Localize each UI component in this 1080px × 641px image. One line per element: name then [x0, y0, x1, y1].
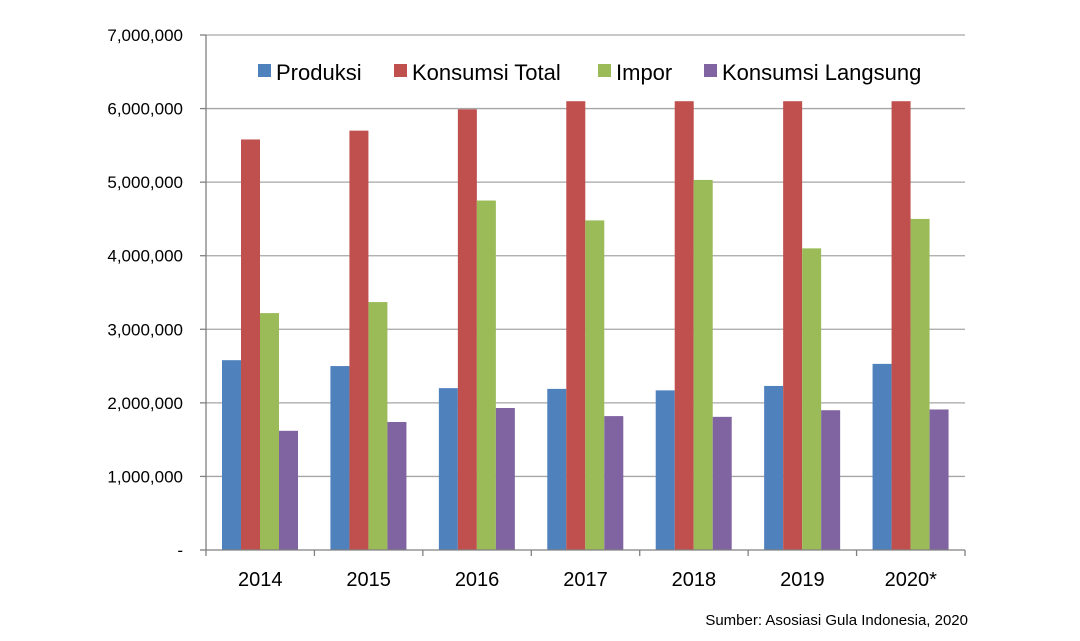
- legend-swatch: [258, 64, 271, 77]
- bar: [655, 390, 675, 550]
- x-tick-label: 2017: [563, 569, 608, 591]
- bar: [929, 409, 949, 550]
- bar: [693, 179, 713, 550]
- bar: [604, 416, 624, 550]
- legend-label: Impor: [616, 60, 672, 85]
- legend-label: Konsumsi Langsung: [722, 60, 921, 85]
- bar: [330, 366, 350, 550]
- x-tick-label: 2020*: [885, 569, 937, 591]
- x-tick-label: 2015: [346, 569, 391, 591]
- bar: [457, 109, 477, 551]
- legend-label: Konsumsi Total: [412, 60, 561, 85]
- bar: [566, 101, 586, 550]
- y-tick-label: 6,000,000: [107, 100, 183, 119]
- bar: [387, 421, 407, 550]
- bar: [260, 313, 279, 550]
- bar: [585, 220, 605, 550]
- bar: [821, 410, 841, 550]
- bar: [783, 101, 803, 550]
- bar: [674, 101, 694, 550]
- bar: [241, 139, 260, 550]
- bar: [872, 363, 892, 550]
- y-tick-label: 2,000,000: [107, 394, 183, 413]
- x-tick-label: 2016: [455, 569, 500, 591]
- y-tick-label: 5,000,000: [107, 173, 183, 192]
- bar: [438, 388, 458, 550]
- source-note: Sumber: Asosiasi Gula Indonesia, 2020: [705, 612, 968, 629]
- bar: [891, 101, 911, 550]
- bar: [495, 408, 515, 550]
- bars: [222, 101, 949, 551]
- bar: [802, 248, 822, 550]
- x-tick-label: 2019: [780, 569, 825, 591]
- legend-swatch: [394, 64, 407, 77]
- legend: Produksi Konsumsi Total Impor Konsumsi Lang…: [258, 60, 921, 85]
- y-tick-label: 4,000,000: [107, 247, 183, 266]
- legend-swatch: [598, 64, 611, 77]
- bar: [764, 385, 784, 550]
- bar: [712, 416, 732, 550]
- bar: [368, 302, 388, 550]
- legend-label: Produksi: [276, 60, 362, 85]
- y-tick-label: 1,000,000: [107, 467, 183, 486]
- bar: [476, 200, 496, 551]
- y-tick-label: -: [177, 541, 183, 560]
- bar: [349, 130, 369, 550]
- legend-swatch: [704, 64, 717, 77]
- x-tick-label: 2014: [238, 569, 283, 591]
- bar: [547, 388, 567, 550]
- axes: - 1,000,000 2,000,000 3,000,000 4,000,000 5,0…: [107, 26, 966, 591]
- y-tick-label: 7,000,000: [107, 26, 183, 45]
- bar: [910, 218, 930, 550]
- bar: [279, 430, 298, 550]
- y-tick-label: 3,000,000: [107, 320, 183, 339]
- bar: [222, 360, 241, 550]
- x-tick-label: 2018: [672, 569, 717, 591]
